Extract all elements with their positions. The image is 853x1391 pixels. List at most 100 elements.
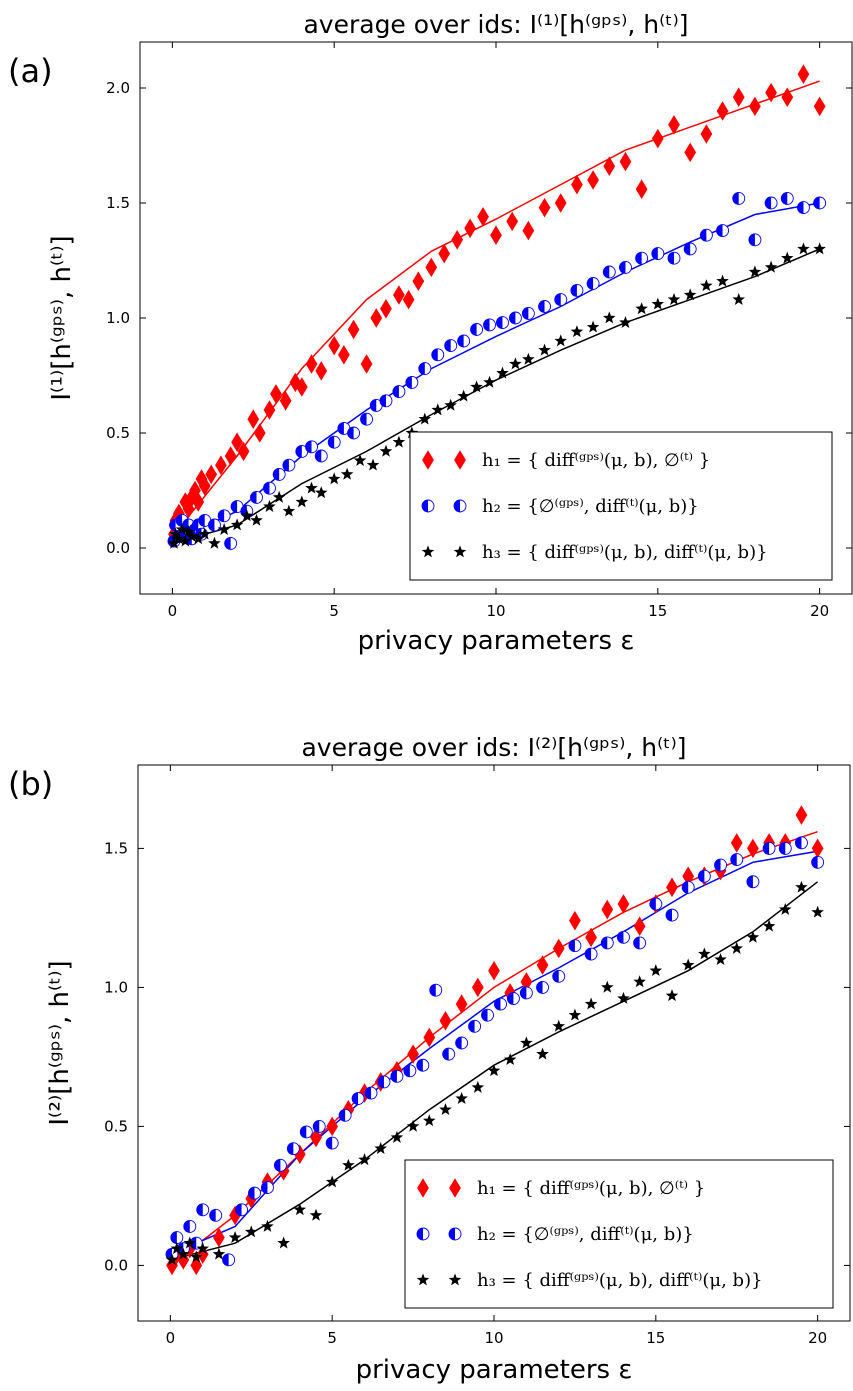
data-point-h3 — [496, 366, 509, 379]
data-point-h2 — [314, 449, 328, 463]
trend-line-1 — [171, 80, 820, 537]
data-point-h3 — [730, 941, 743, 954]
data-point-h1 — [749, 96, 761, 117]
data-point-h1 — [552, 938, 565, 959]
data-point-h2 — [683, 242, 697, 256]
data-points-b — [165, 805, 825, 1276]
data-point-h3 — [483, 375, 496, 388]
data-point-h3 — [746, 930, 760, 943]
legend-b: h₁ = { diff⁽ᵍᵖˢ⁾(μ, b), ∅⁽ᵗ⁾ } h₂ = {∅⁽ᵍᵖ… — [404, 1159, 834, 1309]
data-point-h2 — [778, 841, 792, 855]
data-point-h2 — [286, 1142, 300, 1156]
data-point-h2 — [325, 1136, 339, 1150]
legend-marker-h3 — [448, 1273, 462, 1286]
data-point-h1 — [347, 319, 360, 340]
data-point-h1 — [380, 299, 392, 319]
data-point-h3 — [665, 989, 679, 1002]
data-point-h3 — [457, 389, 470, 402]
data-point-h3 — [165, 1253, 179, 1266]
data-point-h2 — [217, 509, 231, 523]
data-point-h1 — [477, 207, 489, 227]
x-tick-label: 20 — [808, 1329, 827, 1347]
panel-b: (b) average over ids: I⁽²⁾[h⁽ᵍᵖˢ⁾, h⁽ᵗ⁾]… — [8, 733, 851, 1385]
data-point-h1 — [263, 400, 276, 420]
data-point-h3 — [314, 486, 328, 499]
data-point-h3 — [167, 536, 181, 549]
data-point-h3 — [327, 472, 341, 485]
data-point-h1 — [536, 955, 549, 975]
legend-marker-h1 — [454, 450, 466, 470]
legend-marker-h3 — [453, 545, 467, 558]
data-point-h2 — [602, 265, 616, 279]
legend-marker-h2 — [416, 1227, 430, 1241]
data-point-h3 — [795, 880, 808, 893]
panel-a: (a) average over ids: I⁽¹⁾[h⁽ᵍᵖˢ⁾, h⁽ᵗ⁾]… — [8, 10, 853, 656]
data-point-h2 — [295, 444, 309, 458]
legend-marker-h1 — [417, 1178, 429, 1198]
data-point-h3 — [406, 1119, 420, 1132]
x-tick-label: 5 — [329, 602, 339, 620]
data-point-h1 — [506, 211, 519, 232]
data-point-h2 — [364, 1086, 378, 1100]
data-point-h2 — [351, 1092, 365, 1106]
data-point-h2 — [209, 1208, 223, 1222]
legend-box — [404, 1159, 834, 1309]
data-point-h3 — [487, 1064, 501, 1077]
data-point-h1 — [522, 220, 535, 241]
data-point-h3 — [261, 1219, 274, 1232]
legend-marker-h2 — [421, 499, 435, 513]
data-point-h2 — [699, 228, 713, 242]
data-point-h3 — [263, 500, 276, 512]
data-point-h1 — [439, 1010, 452, 1031]
data-point-h1 — [326, 1116, 339, 1137]
data-point-h3 — [185, 529, 199, 542]
data-point-h1 — [651, 128, 664, 149]
data-point-h3 — [698, 947, 711, 960]
data-point-h1 — [438, 243, 451, 264]
y-tick-label: 1.0 — [104, 978, 128, 996]
data-point-h2 — [263, 481, 276, 495]
data-point-h3 — [245, 1225, 258, 1238]
data-point-h1 — [425, 257, 438, 278]
data-point-h3 — [762, 919, 776, 932]
data-point-h3 — [617, 991, 630, 1004]
y-tick-label: 0.0 — [106, 539, 130, 557]
data-point-h3 — [536, 1047, 549, 1060]
data-point-h3 — [714, 953, 727, 965]
data-point-h2 — [651, 247, 665, 261]
data-points-a — [167, 64, 827, 550]
data-point-h1 — [215, 455, 227, 475]
data-point-h2 — [312, 1119, 326, 1133]
data-point-h3 — [681, 958, 695, 971]
legend-marker-h3 — [421, 545, 435, 558]
data-point-h3 — [366, 458, 380, 471]
trend-line-1 — [169, 830, 818, 1266]
data-point-h2 — [635, 251, 649, 265]
data-point-h3 — [455, 1092, 468, 1104]
x-tick-label: 10 — [486, 602, 505, 620]
data-point-h1 — [587, 170, 599, 190]
x-tick-label: 0 — [166, 1329, 176, 1347]
data-point-h3 — [228, 1231, 242, 1243]
data-point-h3 — [230, 518, 244, 531]
data-point-h2 — [600, 936, 614, 950]
data-point-h2 — [633, 936, 647, 950]
data-point-h3 — [379, 444, 393, 457]
data-point-h2 — [554, 293, 568, 307]
data-point-h2 — [483, 318, 496, 332]
legend-label-h2: h₂ = {∅⁽ᵍᵖˢ⁾, diff⁽ᵗ⁾(μ, b)} — [482, 496, 699, 517]
data-point-h1 — [205, 464, 218, 485]
data-point-h2 — [649, 897, 663, 911]
data-point-h2 — [347, 426, 361, 440]
data-point-h3 — [570, 325, 584, 338]
data-point-h3 — [520, 1036, 533, 1049]
data-point-h2 — [442, 1047, 456, 1061]
legend-a: h₁ = { diff⁽ᵍᵖˢ⁾(μ, b), ∅⁽ᵗ⁾ } h₂ = {∅⁽ᵍᵖ… — [409, 431, 833, 581]
data-point-h3 — [700, 279, 713, 292]
data-point-h3 — [418, 412, 432, 425]
data-point-h2 — [392, 385, 406, 399]
data-point-h2 — [196, 1203, 210, 1217]
data-point-h1 — [633, 916, 646, 937]
data-point-h3 — [342, 1158, 355, 1171]
y-tick-label: 1.5 — [104, 839, 128, 857]
